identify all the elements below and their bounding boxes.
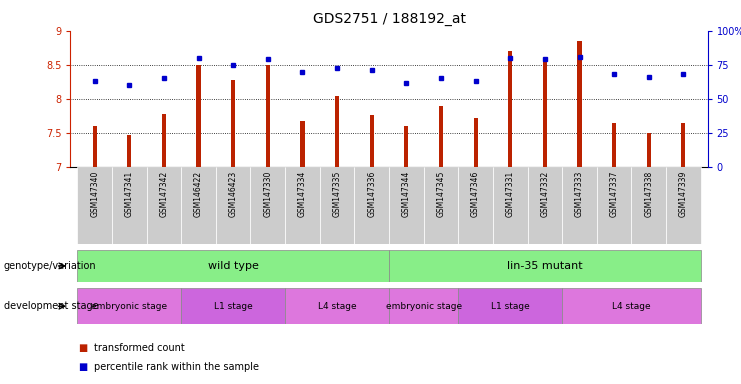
Bar (147, 167, 182, 244)
Bar (439, 106, 443, 167)
Text: GSM147337: GSM147337 (610, 171, 619, 217)
Text: GSM147341: GSM147341 (124, 171, 134, 217)
Text: L4 stage: L4 stage (318, 302, 356, 311)
Bar (250, 167, 285, 244)
Text: GSM147336: GSM147336 (368, 171, 376, 217)
Text: GSM147333: GSM147333 (575, 171, 584, 217)
Bar (631, 167, 666, 244)
Text: ■: ■ (78, 343, 87, 353)
Text: lin-35 mutant: lin-35 mutant (507, 261, 582, 271)
Bar (597, 167, 631, 244)
Text: GSM147335: GSM147335 (333, 171, 342, 217)
Text: GSM147344: GSM147344 (402, 171, 411, 217)
Text: GDS2751 / 188192_at: GDS2751 / 188192_at (313, 12, 465, 25)
Text: GSM146422: GSM146422 (194, 171, 203, 217)
Bar (112, 167, 147, 244)
Bar (285, 288, 389, 324)
Bar (405, 126, 408, 167)
Bar (647, 133, 651, 167)
Bar (354, 167, 389, 244)
Text: development stage: development stage (4, 301, 99, 311)
Bar (666, 167, 701, 244)
Bar (577, 41, 582, 167)
Text: L1 stage: L1 stage (214, 302, 253, 311)
Bar (127, 135, 131, 167)
Bar (320, 167, 354, 244)
Text: L4 stage: L4 stage (612, 302, 651, 311)
Bar (473, 118, 478, 167)
Bar (93, 126, 97, 167)
Bar (562, 167, 597, 244)
Text: ■: ■ (78, 362, 87, 372)
Bar (266, 65, 270, 167)
Bar (216, 167, 250, 244)
Text: embryonic stage: embryonic stage (91, 302, 167, 311)
Bar (182, 167, 216, 244)
Text: GSM147346: GSM147346 (471, 171, 480, 217)
Bar (543, 60, 547, 167)
Bar (389, 288, 458, 324)
Bar (424, 167, 458, 244)
Text: transformed count: transformed count (94, 343, 185, 353)
Bar (458, 167, 493, 244)
Bar (370, 114, 373, 167)
Bar (508, 51, 512, 167)
Bar (285, 167, 320, 244)
Text: GSM147342: GSM147342 (159, 171, 168, 217)
Bar (196, 65, 201, 167)
Bar (162, 114, 166, 167)
Text: L1 stage: L1 stage (491, 302, 530, 311)
Bar (182, 288, 285, 324)
Bar (77, 250, 389, 282)
Text: GSM147334: GSM147334 (298, 171, 307, 217)
Bar (77, 288, 182, 324)
Text: GSM147332: GSM147332 (540, 171, 549, 217)
Text: wild type: wild type (207, 261, 259, 271)
Text: percentile rank within the sample: percentile rank within the sample (94, 362, 259, 372)
Bar (389, 250, 701, 282)
Bar (612, 123, 617, 167)
Text: genotype/variation: genotype/variation (4, 261, 96, 271)
Bar (389, 167, 424, 244)
Text: embryonic stage: embryonic stage (385, 302, 462, 311)
Text: GSM147345: GSM147345 (436, 171, 445, 217)
Bar (493, 167, 528, 244)
Text: GSM147338: GSM147338 (644, 171, 654, 217)
Bar (300, 121, 305, 167)
Bar (562, 288, 701, 324)
Bar (458, 288, 562, 324)
Text: GSM147340: GSM147340 (90, 171, 99, 217)
Bar (335, 96, 339, 167)
Text: GSM147339: GSM147339 (679, 171, 688, 217)
Bar (528, 167, 562, 244)
Bar (681, 123, 685, 167)
Bar (77, 167, 112, 244)
Text: GSM147330: GSM147330 (263, 171, 272, 217)
Text: GSM146423: GSM146423 (229, 171, 238, 217)
Bar (231, 80, 235, 167)
Text: GSM147331: GSM147331 (506, 171, 515, 217)
